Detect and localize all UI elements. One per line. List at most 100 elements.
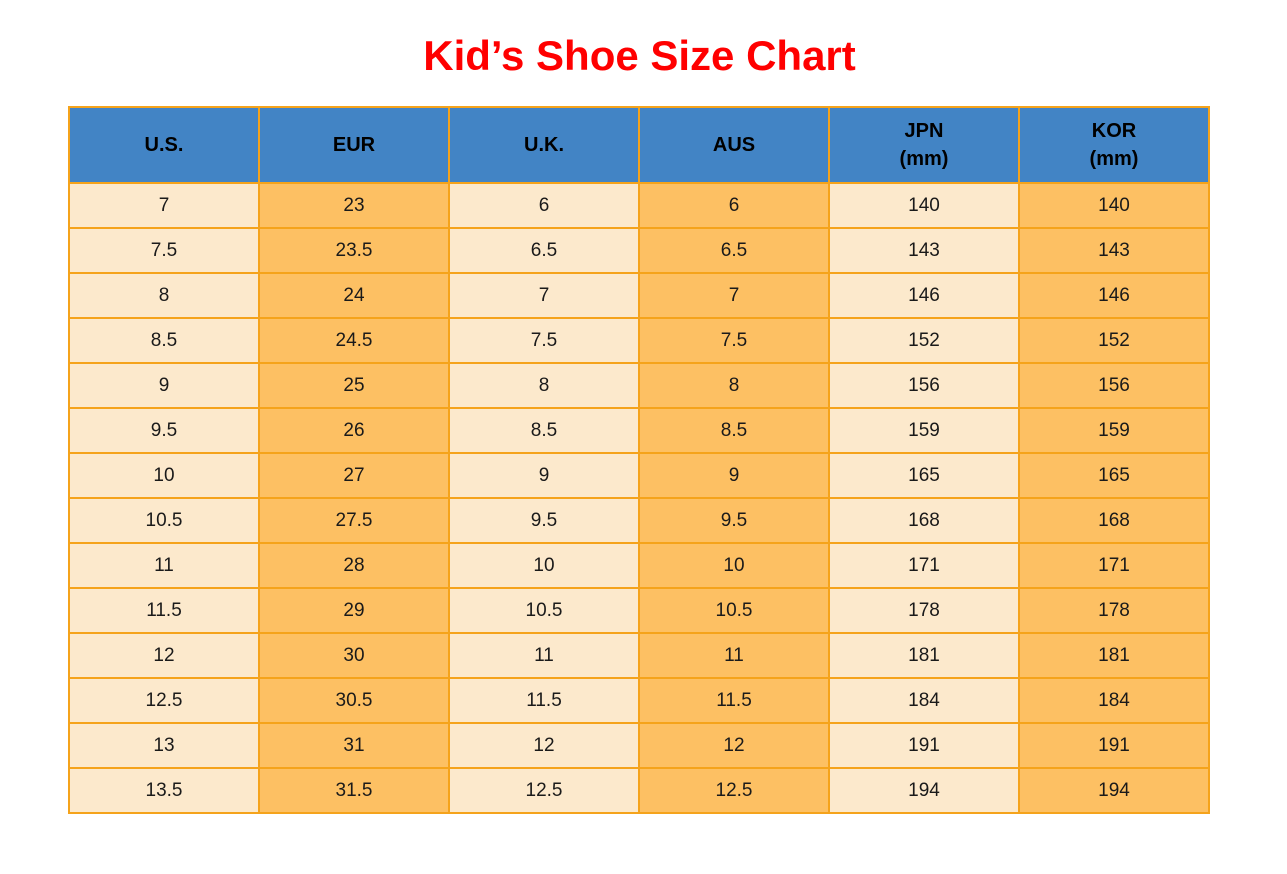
table-cell: 7 <box>638 272 830 320</box>
column-header-jpn-mm: JPN (mm) <box>828 106 1020 185</box>
table-cell: 191 <box>1018 722 1210 770</box>
table-cell: 191 <box>828 722 1020 770</box>
table-row: 11 28 10 10 171 171 <box>68 542 1210 590</box>
table-cell: 9.5 <box>638 497 830 545</box>
table-cell: 168 <box>828 497 1020 545</box>
table-cell: 194 <box>1018 767 1210 815</box>
table-cell: 178 <box>1018 587 1210 635</box>
table-cell: 26 <box>258 407 450 455</box>
column-header-line: (mm) <box>1089 148 1139 171</box>
column-header-line: AUS <box>712 134 756 157</box>
table-cell: 140 <box>828 182 1020 230</box>
table-row: 8.5 24.5 7.5 7.5 152 152 <box>68 317 1210 365</box>
table-cell: 7 <box>68 182 260 230</box>
table-body: 7 23 6 6 140 140 7.5 23.5 6.5 6.5 143 143 8 24 7 7 146 14… <box>68 182 1210 815</box>
table-cell: 28 <box>258 542 450 590</box>
table-cell: 146 <box>828 272 1020 320</box>
table-cell: 8 <box>448 362 640 410</box>
table-cell: 12.5 <box>638 767 830 815</box>
table-row: 9 25 8 8 156 156 <box>68 362 1210 410</box>
table-row: 8 24 7 7 146 146 <box>68 272 1210 320</box>
header-row: U.S. EUR U.K. AUS JPN (mm) KOR (mm) <box>68 106 1210 185</box>
table-row: 11.5 29 10.5 10.5 178 178 <box>68 587 1210 635</box>
table-cell: 156 <box>828 362 1020 410</box>
table-cell: 24 <box>258 272 450 320</box>
table-cell: 143 <box>1018 227 1210 275</box>
table-cell: 24.5 <box>258 317 450 365</box>
table-cell: 27 <box>258 452 450 500</box>
column-header-line: EUR <box>332 134 376 157</box>
page-title: Kid’s Shoe Size Chart <box>423 32 856 79</box>
table-cell: 8.5 <box>638 407 830 455</box>
table-cell: 25 <box>258 362 450 410</box>
table-cell: 30 <box>258 632 450 680</box>
table-cell: 10.5 <box>638 587 830 635</box>
table-cell: 7 <box>448 272 640 320</box>
table-cell: 12 <box>638 722 830 770</box>
table-cell: 11.5 <box>638 677 830 725</box>
table-cell: 10.5 <box>68 497 260 545</box>
column-header-line: (mm) <box>899 148 949 171</box>
table-cell: 7.5 <box>638 317 830 365</box>
table-header: U.S. EUR U.K. AUS JPN (mm) KOR (mm) <box>68 106 1210 185</box>
table-cell: 10.5 <box>448 587 640 635</box>
table-cell: 10 <box>68 452 260 500</box>
table-cell: 184 <box>1018 677 1210 725</box>
table-row: 9.5 26 8.5 8.5 159 159 <box>68 407 1210 455</box>
column-header-aus: AUS <box>638 106 830 185</box>
table-row: 12.5 30.5 11.5 11.5 184 184 <box>68 677 1210 725</box>
table-cell: 11.5 <box>448 677 640 725</box>
table-cell: 165 <box>1018 452 1210 500</box>
column-header-kor-mm: KOR (mm) <box>1018 106 1210 185</box>
table-cell: 171 <box>828 542 1020 590</box>
table-cell: 6 <box>448 182 640 230</box>
table-cell: 6 <box>638 182 830 230</box>
table-cell: 8.5 <box>68 317 260 365</box>
table-cell: 31 <box>258 722 450 770</box>
table-cell: 13 <box>68 722 260 770</box>
table-row: 13.5 31.5 12.5 12.5 194 194 <box>68 767 1210 815</box>
column-header-eur: EUR <box>258 106 450 185</box>
table-row: 13 31 12 12 191 191 <box>68 722 1210 770</box>
table-cell: 7.5 <box>448 317 640 365</box>
column-header-line: KOR <box>1091 120 1137 143</box>
table-cell: 159 <box>828 407 1020 455</box>
table-cell: 8 <box>68 272 260 320</box>
table-cell: 29 <box>258 587 450 635</box>
table-cell: 194 <box>828 767 1020 815</box>
table-row: 10.5 27.5 9.5 9.5 168 168 <box>68 497 1210 545</box>
column-header-u-k: U.K. <box>448 106 640 185</box>
table-row: 10 27 9 9 165 165 <box>68 452 1210 500</box>
table-cell: 13.5 <box>68 767 260 815</box>
table-cell: 171 <box>1018 542 1210 590</box>
table-row: 7 23 6 6 140 140 <box>68 182 1210 230</box>
table-cell: 143 <box>828 227 1020 275</box>
table-cell: 23 <box>258 182 450 230</box>
shoe-size-table: U.S. EUR U.K. AUS JPN (mm) KOR (mm) 7 23 6 6 140 140… <box>68 106 1210 815</box>
table-cell: 178 <box>828 587 1020 635</box>
table-cell: 7.5 <box>68 227 260 275</box>
table-cell: 181 <box>828 632 1020 680</box>
table-cell: 8 <box>638 362 830 410</box>
table-cell: 12 <box>68 632 260 680</box>
table-cell: 152 <box>828 317 1020 365</box>
table-cell: 10 <box>638 542 830 590</box>
table-row: 7.5 23.5 6.5 6.5 143 143 <box>68 227 1210 275</box>
table-cell: 12.5 <box>68 677 260 725</box>
table-cell: 12 <box>448 722 640 770</box>
table-cell: 9 <box>638 452 830 500</box>
table-cell: 12.5 <box>448 767 640 815</box>
table-cell: 31.5 <box>258 767 450 815</box>
column-header-line: U.S. <box>144 134 184 157</box>
table-cell: 184 <box>828 677 1020 725</box>
table-cell: 8.5 <box>448 407 640 455</box>
table-cell: 6.5 <box>638 227 830 275</box>
table-cell: 156 <box>1018 362 1210 410</box>
table-cell: 11.5 <box>68 587 260 635</box>
table-cell: 9 <box>448 452 640 500</box>
column-header-line: JPN <box>904 120 944 143</box>
table-cell: 6.5 <box>448 227 640 275</box>
table-cell: 23.5 <box>258 227 450 275</box>
column-header-line: U.K. <box>524 134 564 157</box>
